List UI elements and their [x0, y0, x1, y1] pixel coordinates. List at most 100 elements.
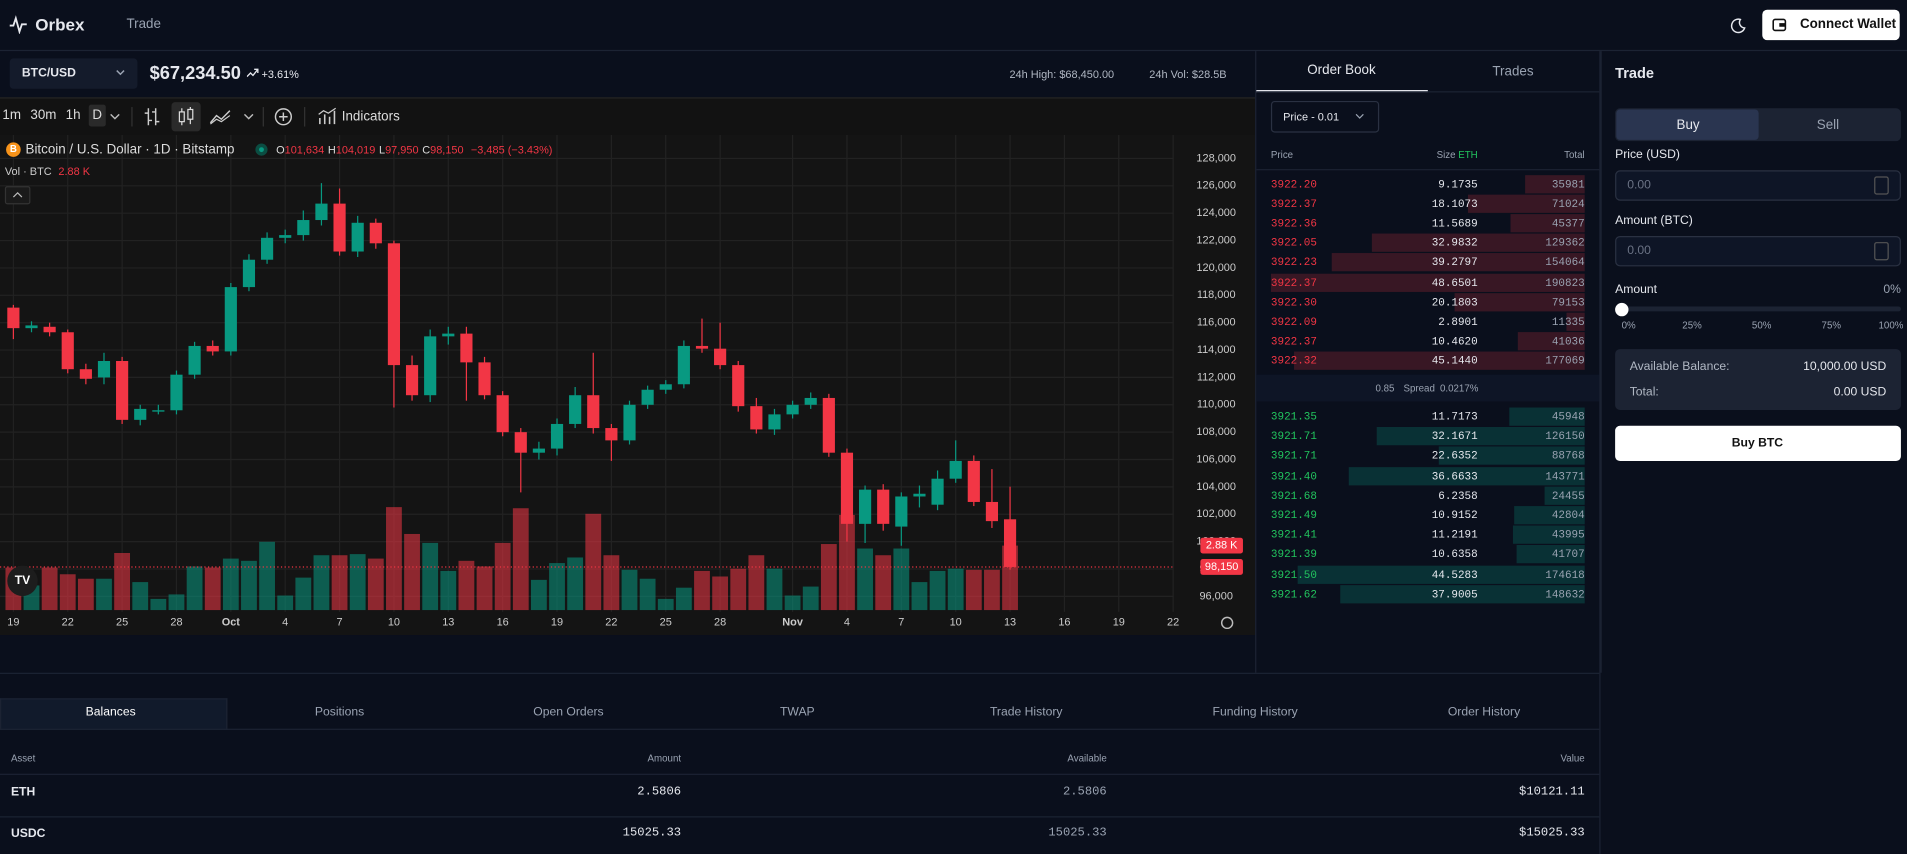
interval-button[interactable]: D	[88, 104, 106, 127]
price-tick-label: 106,000	[1196, 453, 1236, 465]
candle-body	[496, 395, 509, 433]
amount-input[interactable]: 0.00	[1615, 236, 1901, 267]
candle-body	[224, 287, 237, 352]
volume-24h: 24h Vol: $28.5B	[1149, 68, 1227, 81]
order-book	[1255, 51, 1602, 673]
candle-body	[43, 326, 56, 333]
panel-divider	[1599, 51, 1601, 854]
order-total: 43995	[1551, 529, 1585, 542]
candle-style-button[interactable]	[171, 102, 201, 132]
candle-body	[442, 333, 455, 337]
status-dot	[259, 147, 264, 153]
logo-icon	[9, 15, 27, 35]
price-tick-label: 116,000	[1197, 317, 1236, 329]
volume-bar	[567, 557, 584, 611]
candle-body	[61, 332, 74, 370]
col-size-label: Size	[1436, 149, 1456, 161]
indicators-icon[interactable]	[317, 107, 337, 126]
buy-tab[interactable]	[1616, 109, 1759, 140]
add-icon[interactable]	[274, 107, 293, 126]
available-label: Available Balance:	[1629, 360, 1730, 374]
order-size: 10.6358	[1431, 549, 1478, 562]
spinner[interactable]	[1874, 176, 1889, 195]
bottom-tab[interactable]: Balances	[85, 705, 136, 719]
volume-bar	[947, 568, 964, 611]
chevron[interactable]	[109, 113, 120, 120]
interval-button[interactable]: 1h	[65, 108, 81, 123]
order-size: 18.1073	[1431, 197, 1478, 211]
bottom-tab[interactable]: Order History	[1447, 705, 1521, 719]
submit-button[interactable]: Buy BTC	[1615, 425, 1901, 462]
available: 10,000.00 USD	[1803, 360, 1887, 374]
volume-bar	[150, 598, 167, 611]
candle-body	[206, 345, 219, 352]
order-total: 190823	[1545, 276, 1585, 289]
chart-pane	[0, 135, 1256, 636]
trades-tab[interactable]: Trades	[1492, 64, 1534, 80]
legend-key: O	[276, 143, 285, 156]
bottom-tab[interactable]: Open Orders	[533, 705, 604, 719]
price-tick-label: 104,000	[1196, 481, 1236, 493]
order-price: 3921.62	[1270, 588, 1317, 601]
theme-toggle[interactable]	[1729, 17, 1746, 34]
table-cell: 2.5806	[1062, 785, 1107, 800]
bottom-tab[interactable]: Positions	[314, 705, 365, 719]
depth-bar	[1331, 253, 1585, 272]
col-size-unit: ETH	[1458, 149, 1478, 161]
date-tick-label: 10	[950, 617, 962, 629]
date-tick-label: 4	[844, 617, 850, 629]
candle-body	[315, 203, 328, 221]
tv-logo[interactable]: TV	[7, 565, 38, 597]
order-price: 3922.32	[1270, 355, 1317, 368]
area-style-icon[interactable]	[209, 108, 231, 125]
volume-bar	[114, 552, 131, 611]
candle-body	[641, 389, 654, 405]
candle-body	[369, 222, 382, 244]
slider-thumb[interactable]	[1615, 302, 1629, 317]
volume-bar	[494, 542, 511, 611]
buy-label: Buy	[1676, 118, 1700, 133]
candle-body	[405, 365, 419, 396]
date-tick-label: Oct	[222, 617, 241, 629]
interval-button[interactable]: 1m	[2, 108, 22, 123]
volume-bar	[367, 558, 384, 611]
order-price: 3921.40	[1270, 470, 1317, 483]
separator	[262, 107, 264, 127]
connect-wallet-button[interactable]: Connect Wallet	[1762, 9, 1900, 41]
price-input[interactable]: 0.00	[1615, 170, 1901, 201]
date-tick-label: 16	[497, 617, 509, 629]
connect-wallet-label: Connect Wallet	[1799, 17, 1897, 32]
price-tick-label: 120,000	[1196, 262, 1236, 274]
sell-tab[interactable]: Sell	[1816, 118, 1840, 133]
collapse-button[interactable]	[4, 186, 31, 205]
divider	[0, 672, 1600, 674]
price-tick-label: 108,000	[1196, 426, 1236, 438]
spinner[interactable]	[1874, 242, 1889, 261]
order-total: 71024	[1551, 197, 1585, 211]
volume-bar	[422, 542, 439, 611]
amount-placeholder: 0.00	[1627, 244, 1651, 258]
symbol-select[interactable]: BTC/USD	[9, 58, 138, 89]
trade-title: Trade	[1615, 64, 1655, 82]
candle-body	[659, 384, 672, 390]
depth-bar	[1509, 407, 1585, 426]
order-total: 35981	[1551, 178, 1585, 191]
order-price: 3921.71	[1270, 450, 1317, 463]
volume-bar	[820, 544, 837, 611]
bar-style-icon[interactable]	[144, 107, 161, 126]
volume-bar	[349, 554, 366, 611]
price-tick-label: 102,000	[1196, 508, 1236, 520]
bottom-tab[interactable]: Trade History	[989, 705, 1063, 719]
volume-bar	[295, 577, 312, 611]
chevron[interactable]	[243, 113, 254, 120]
bottom-tab[interactable]: TWAP	[779, 705, 815, 719]
legend-change: −3,485 (−3.43%)	[470, 143, 553, 156]
date-tick-label: 7	[337, 617, 343, 629]
order-book-tab[interactable]: Order Book	[1307, 63, 1376, 78]
nav-link[interactable]: Trade	[126, 17, 161, 32]
interval-button[interactable]: 30m	[30, 108, 57, 123]
precision-select[interactable]: Price - 0.01	[1270, 100, 1380, 133]
bottom-tab[interactable]: Funding History	[1212, 705, 1298, 719]
indicators-label[interactable]: Indicators	[341, 109, 400, 125]
order-total: 79153	[1551, 296, 1585, 309]
